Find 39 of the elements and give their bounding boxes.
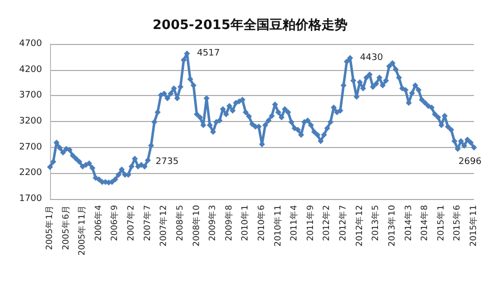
x-tick-label: 2009年3 [207,205,218,242]
x-tick-label: 2007年2 [126,205,137,242]
data-label: 4517 [196,48,220,58]
y-tick-label: 4700 [19,39,42,49]
x-tick-label: 2014年8 [419,205,430,242]
x-tick-label: 2015年1 [435,205,446,242]
data-label: 2735 [156,157,179,168]
x-tick-label: 2015年11 [468,205,479,246]
y-tick-label: 2700 [19,142,42,152]
x-tick-label: 2006年9 [109,205,120,242]
x-tick-label: 2008年5 [174,205,186,242]
chart-title: 2005-2015年全国豆粕价格走势 [152,17,348,33]
x-tick-label: 2015年6 [452,205,463,242]
data-label: 2696 [458,157,482,168]
x-tick-label: 2008年10 [190,205,202,246]
x-tick-label: 2010年11 [272,205,284,246]
y-tick-label: 2200 [19,168,42,178]
x-tick-label: 2012年2 [321,205,332,242]
x-tick-label: 2011年9 [304,205,316,242]
x-tick-label: 2006年4 [92,205,104,242]
y-tick-label: 4200 [19,64,42,75]
x-tick-label: 2005年6月 [60,205,72,250]
x-tick-label: 2007年7 [142,205,153,242]
x-tick-label: 2010年6 [256,205,267,242]
x-tick-label: 2005年1月 [44,205,55,250]
x-tick-label: 2005年11月 [76,205,88,256]
y-tick-label: 3700 [19,90,42,101]
x-tick-label: 2013年10 [386,205,398,246]
x-tick-label: 2009年8 [223,205,234,242]
y-tick-label: 3200 [19,116,42,126]
x-tick-label: 2012年7 [338,205,349,242]
x-tick-label: 2012年12 [354,205,365,246]
x-tick-label: 2011年4 [288,205,300,242]
x-tick-label: 2014年3 [402,205,414,242]
x-tick-label: 2007年12 [158,205,170,246]
x-tick-label: 2013年5 [370,205,382,242]
y-tick-label: 1700 [19,194,42,204]
data-label: 4430 [360,52,384,63]
x-tick-label: 2010年1 [240,205,251,242]
